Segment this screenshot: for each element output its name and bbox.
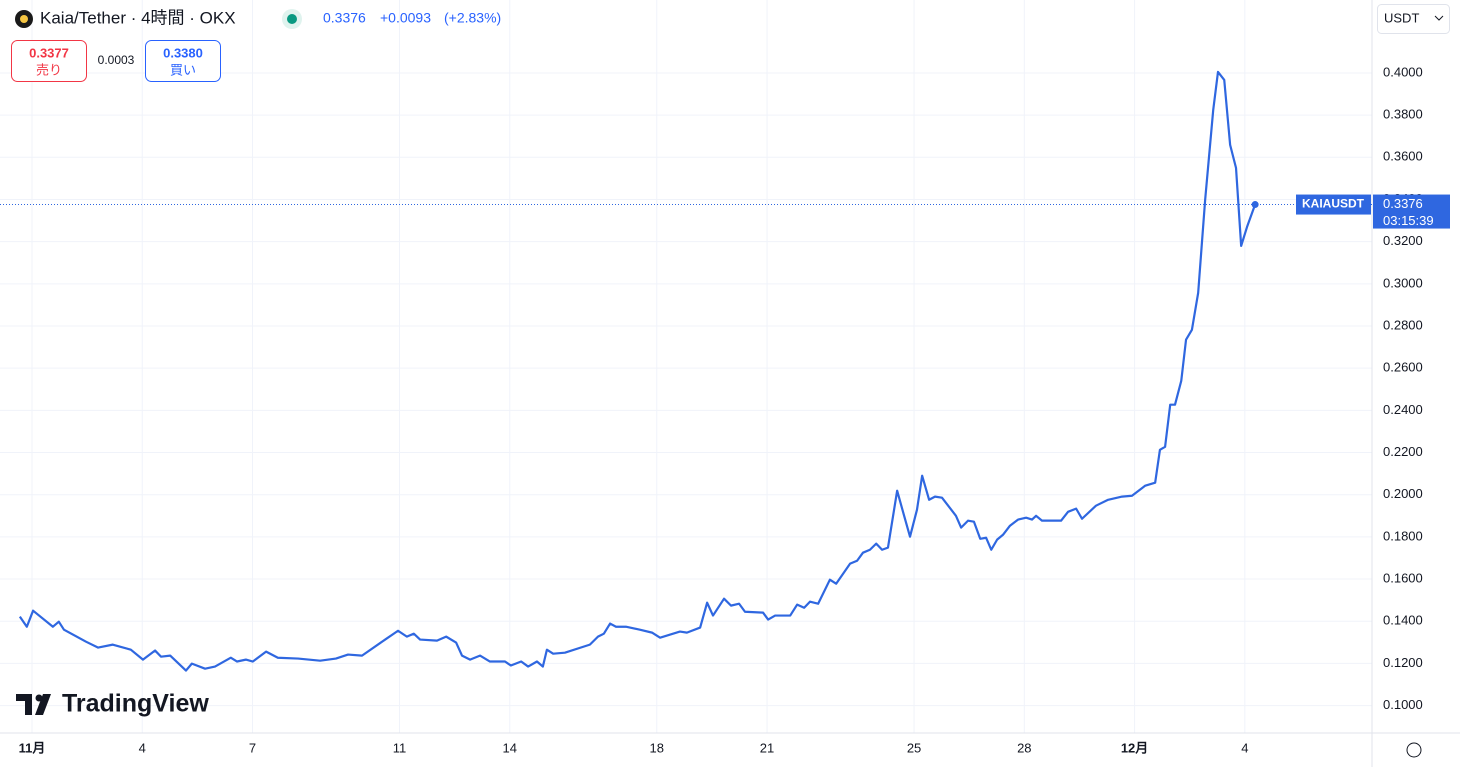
- x-tick-label: 11: [393, 740, 407, 755]
- grid: [0, 0, 1372, 733]
- y-tick-label: 0.4000: [1383, 64, 1423, 79]
- price-label: 0.3376: [1383, 196, 1423, 211]
- y-tick-label: 0.3600: [1383, 149, 1423, 164]
- y-tick-label: 0.3000: [1383, 275, 1423, 290]
- sell-price: 0.3377: [29, 45, 69, 60]
- price-line: [18, 70, 1257, 672]
- series-label-box: [1296, 194, 1371, 215]
- buy-button[interactable]: [145, 40, 221, 82]
- x-tick-label: 28: [1017, 740, 1031, 755]
- last-point: [1251, 201, 1259, 209]
- y-tick-label: 0.3800: [1383, 107, 1423, 122]
- y-tick-label: 0.1800: [1383, 528, 1423, 543]
- x-tick-label: 14: [503, 740, 517, 755]
- countdown: 03:15:39: [1383, 213, 1434, 228]
- y-tick-label: 0.1000: [1383, 697, 1423, 712]
- x-tick-label: 4: [139, 740, 146, 755]
- x-tick-label: 12月: [1121, 740, 1148, 755]
- y-tick-label: 0.1400: [1383, 613, 1423, 628]
- y-tick-label: 0.2600: [1383, 360, 1423, 375]
- status-dot: [287, 14, 297, 24]
- buy-label: 買い: [170, 62, 196, 77]
- series-label: KAIAUSDT: [1302, 197, 1365, 211]
- sell-label: 売り: [36, 62, 62, 77]
- x-tick-label: 7: [249, 740, 256, 755]
- buy-price: 0.3380: [163, 45, 203, 60]
- symbol-title: Kaia/Tether · 4時間 · OKX: [40, 8, 236, 27]
- y-tick-label: 0.1200: [1383, 655, 1423, 670]
- y-tick-label: 0.2000: [1383, 486, 1423, 501]
- x-tick-label: 11月: [19, 740, 46, 755]
- y-tick-label: 0.1600: [1383, 570, 1423, 585]
- logo-text: TradingView: [62, 690, 209, 718]
- sell-button[interactable]: [11, 40, 87, 82]
- currency: USDT: [1384, 10, 1419, 25]
- last-price: 0.3376: [323, 10, 366, 26]
- plot: [0, 70, 1372, 672]
- y-tick-label: 0.2800: [1383, 317, 1423, 332]
- x-tick-label: 18: [650, 740, 664, 755]
- settings-button[interactable]: [1406, 742, 1422, 758]
- y-tick-label: 0.2400: [1383, 402, 1423, 417]
- y-tick-label: 0.3200: [1383, 233, 1423, 248]
- price-change: +0.0093: [380, 10, 431, 26]
- logo-icon: [35, 694, 43, 702]
- x-tick-label: 25: [907, 740, 921, 755]
- symbol-icon: [20, 15, 28, 23]
- currency-select[interactable]: [1377, 4, 1450, 34]
- y-tick-label: 0.2200: [1383, 444, 1423, 459]
- price-label-box: [1373, 194, 1450, 229]
- x-tick-label: 21: [760, 740, 774, 755]
- x-tick-label: 4: [1241, 740, 1248, 755]
- dropdown-arrow: [1434, 15, 1444, 21]
- spread: 0.0003: [98, 53, 135, 67]
- price-change-pct: (+2.83%): [444, 10, 501, 26]
